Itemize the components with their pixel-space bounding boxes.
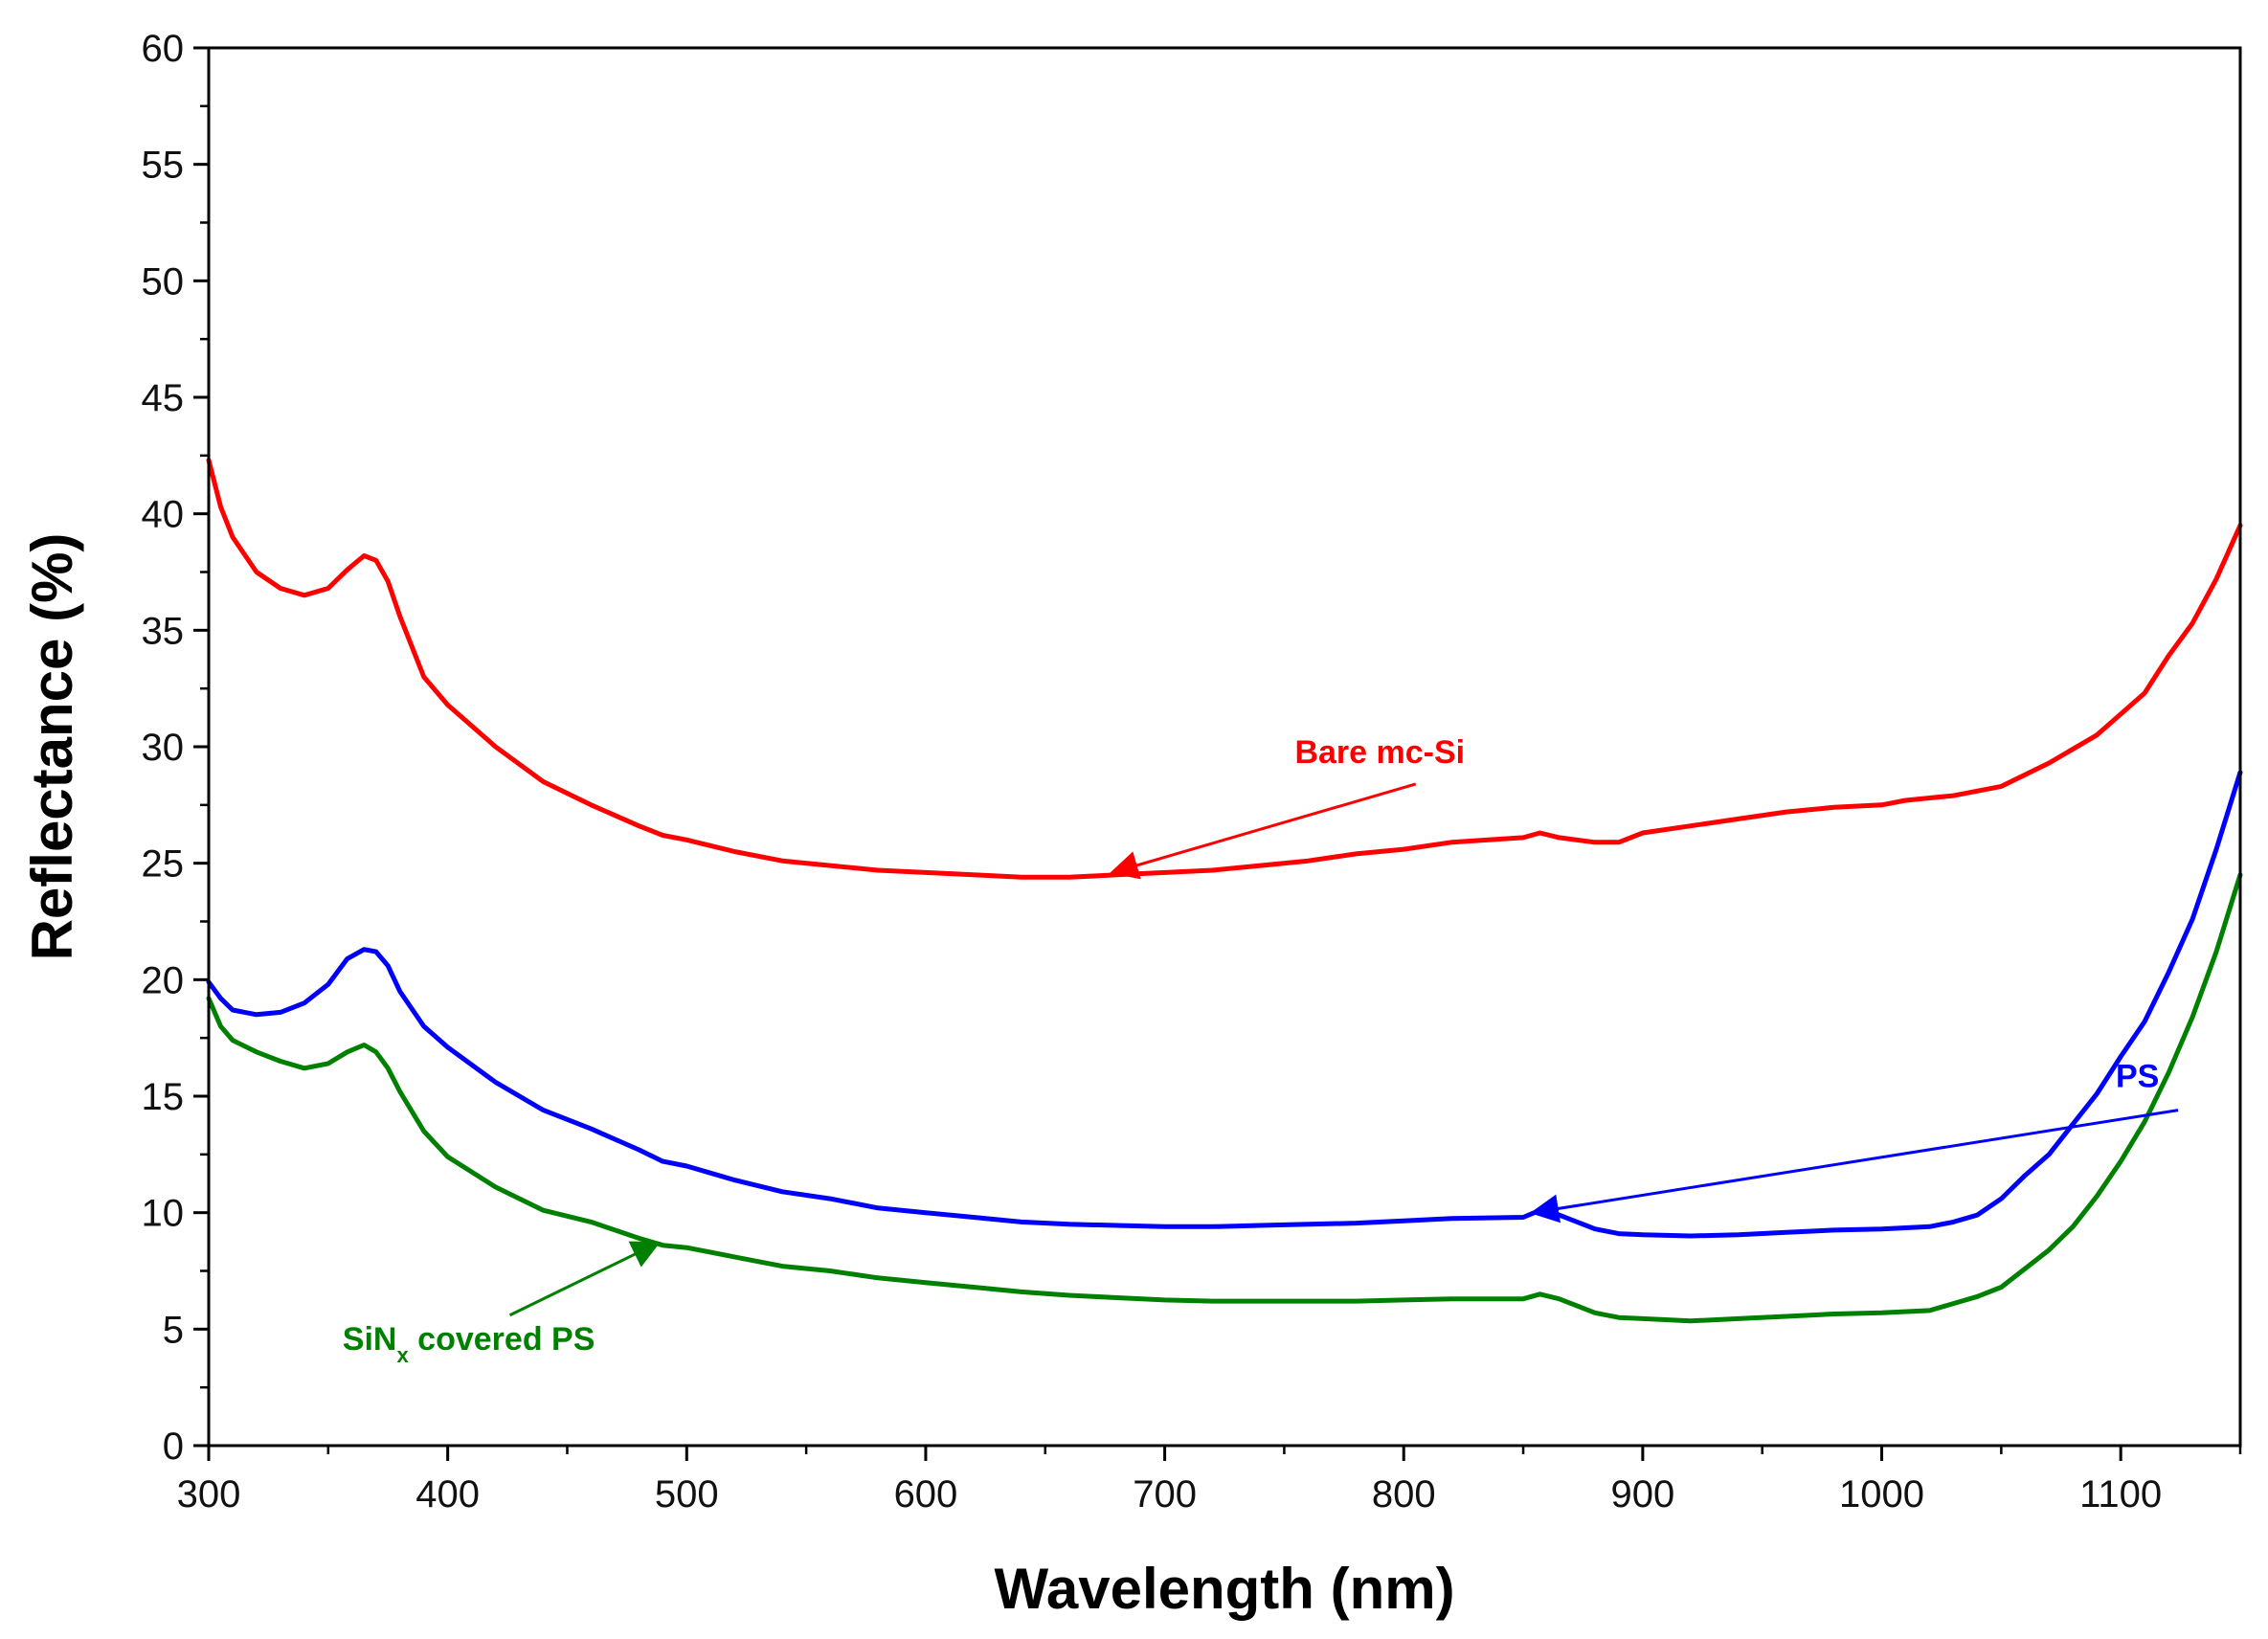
y-tick-label: 35: [142, 610, 185, 652]
series-lines: [206, 458, 2243, 1324]
y-tick-label: 20: [142, 959, 185, 1001]
annotation-label-ps: PS: [2116, 1058, 2159, 1094]
annotation-label-bare-mc-si: Bare mc-Si: [1294, 734, 1465, 771]
y-tick-label: 15: [142, 1076, 185, 1118]
x-tick-label: 1000: [1839, 1473, 1924, 1516]
x-axis-title: Wavelength (nm): [994, 1557, 1454, 1621]
series-line-sinx-covered-ps: [206, 872, 2243, 1324]
x-tick-label: 1100: [2079, 1473, 2162, 1516]
x-tick-label: 400: [415, 1473, 480, 1516]
x-tick-label: 700: [1133, 1473, 1197, 1516]
x-tick-label: 600: [894, 1473, 958, 1516]
y-tick-label: 25: [142, 843, 185, 886]
series-annotations: Bare mc-Si PS SiNx covered PS: [343, 734, 2179, 1367]
series-line-bare-mc-si: [206, 458, 2243, 880]
annotation-arrow-bare-mc-si: [1109, 782, 1417, 880]
y-tick-label: 50: [142, 260, 185, 303]
annotation-arrow-sinx-covered-ps: [508, 1241, 662, 1317]
y-tick-label: 55: [142, 145, 185, 187]
y-axis-title: Reflectance (%): [20, 533, 84, 961]
annotation-arrow-ps: [1530, 1109, 2179, 1224]
y-tick-label: 0: [163, 1426, 184, 1468]
axis-ticks: 300 400 500 600 700 800 900 1000 1100 0 5 10 15 20 25 3…: [142, 28, 2242, 1516]
x-tick-label: 500: [655, 1473, 719, 1516]
y-tick-label: 60: [142, 28, 185, 70]
plot-frame: [207, 46, 2242, 1448]
x-tick-label: 800: [1372, 1473, 1436, 1516]
y-tick-label: 5: [163, 1309, 184, 1351]
y-tick-label: 10: [142, 1193, 185, 1235]
x-tick-label: 300: [177, 1473, 241, 1516]
annotation-label-sinx-covered-ps: SiNx covered PS: [343, 1321, 595, 1367]
y-tick-label: 45: [142, 377, 185, 419]
y-tick-label: 40: [142, 494, 185, 536]
series-line-ps: [206, 770, 2243, 1239]
x-tick-label: 900: [1611, 1473, 1675, 1516]
y-tick-label: 30: [142, 727, 185, 769]
